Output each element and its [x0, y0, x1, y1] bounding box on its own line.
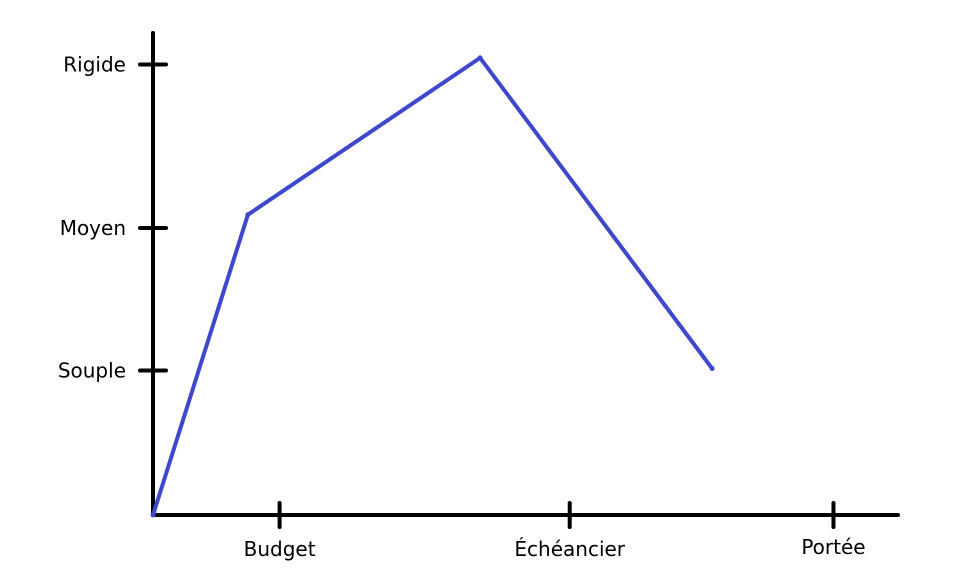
x-tick-label: Budget [244, 537, 316, 561]
y-tick-label: Rigide [63, 53, 126, 77]
x-axis-ticks: Budget Échéancier Portée [244, 501, 866, 561]
series-line-1 [151, 55, 715, 517]
x-tick-label: Échéancier [514, 537, 625, 561]
y-tick-label: Moyen [60, 216, 126, 240]
data-point [150, 512, 156, 518]
y-axis-ticks: Souple Moyen Rigide [58, 53, 168, 383]
x-tick-label: Portée [801, 535, 865, 559]
data-point [245, 212, 251, 218]
data-point [477, 55, 483, 61]
series-layer [150, 55, 715, 518]
y-tick-label: Souple [58, 359, 126, 383]
data-point [709, 366, 715, 371]
